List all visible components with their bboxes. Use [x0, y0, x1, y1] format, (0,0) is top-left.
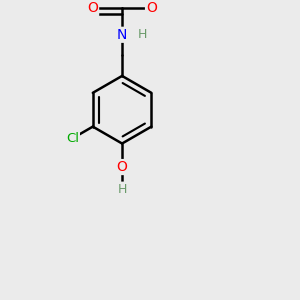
Text: O: O: [87, 1, 98, 15]
Text: Cl: Cl: [66, 132, 79, 145]
Text: N: N: [117, 28, 127, 42]
Text: H: H: [138, 28, 147, 41]
Text: O: O: [117, 160, 128, 174]
Text: O: O: [146, 1, 157, 15]
Text: H: H: [117, 183, 127, 196]
